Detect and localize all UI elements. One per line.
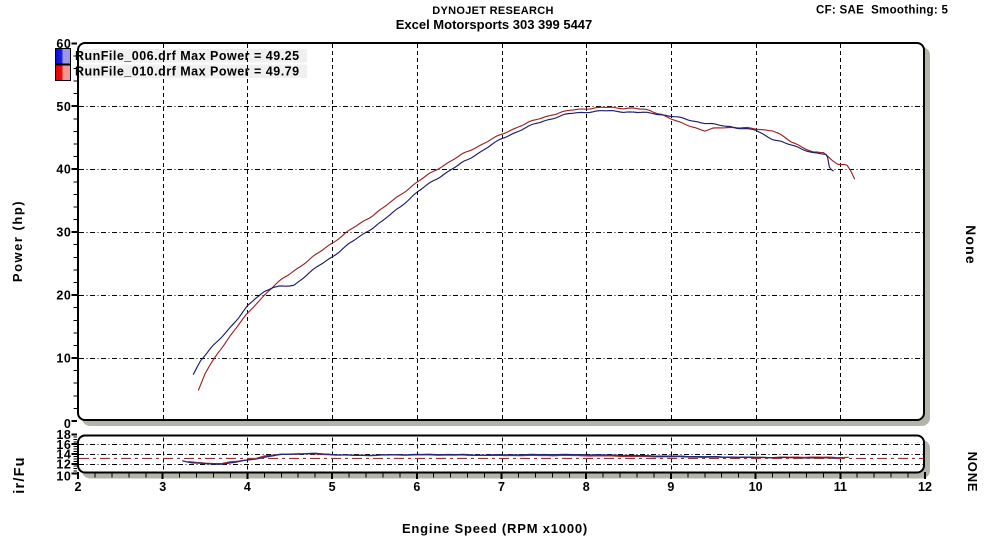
- svg-text:0: 0: [64, 417, 71, 431]
- svg-text:14: 14: [56, 448, 71, 462]
- svg-text:4: 4: [244, 480, 251, 494]
- svg-text:DYNOJET RESEARCH: DYNOJET RESEARCH: [432, 5, 554, 17]
- svg-text:30: 30: [56, 226, 71, 240]
- svg-text:11: 11: [834, 480, 847, 494]
- svg-text:40: 40: [56, 163, 71, 177]
- svg-text:RunFile_010.drf Max Power = 49: RunFile_010.drf Max Power = 49.79: [75, 64, 300, 78]
- svg-text:10: 10: [56, 352, 71, 366]
- svg-text:10: 10: [56, 470, 71, 484]
- svg-text:ir/Fu: ir/Fu: [12, 456, 28, 493]
- svg-text:20: 20: [56, 289, 71, 303]
- svg-text:9: 9: [667, 480, 674, 494]
- svg-text:3: 3: [159, 480, 166, 494]
- svg-text:None: None: [963, 225, 979, 265]
- svg-text:RunFile_006.drf Max Power = 49: RunFile_006.drf Max Power = 49.25: [75, 49, 300, 63]
- svg-text:6: 6: [413, 480, 420, 494]
- svg-text:Power (hp): Power (hp): [10, 200, 25, 282]
- svg-text:50: 50: [56, 100, 71, 114]
- svg-text:60: 60: [56, 37, 71, 51]
- svg-text:10: 10: [749, 480, 763, 494]
- svg-text:7: 7: [498, 480, 505, 494]
- svg-text:8: 8: [583, 480, 590, 494]
- svg-text:NONE: NONE: [965, 452, 980, 493]
- svg-text:18: 18: [56, 428, 71, 442]
- svg-text:12: 12: [56, 457, 71, 471]
- svg-text:Engine Speed (RPM x1000): Engine Speed (RPM x1000): [402, 521, 588, 536]
- svg-text:12: 12: [918, 480, 932, 494]
- svg-text:16: 16: [56, 438, 71, 452]
- svg-text:CF: SAE Smoothing: 5: CF: SAE Smoothing: 5: [816, 5, 948, 17]
- svg-text:Excel Motorsports 303 399 5447: Excel Motorsports 303 399 5447: [396, 17, 593, 32]
- svg-text:5: 5: [329, 480, 336, 494]
- svg-text:2: 2: [75, 480, 82, 494]
